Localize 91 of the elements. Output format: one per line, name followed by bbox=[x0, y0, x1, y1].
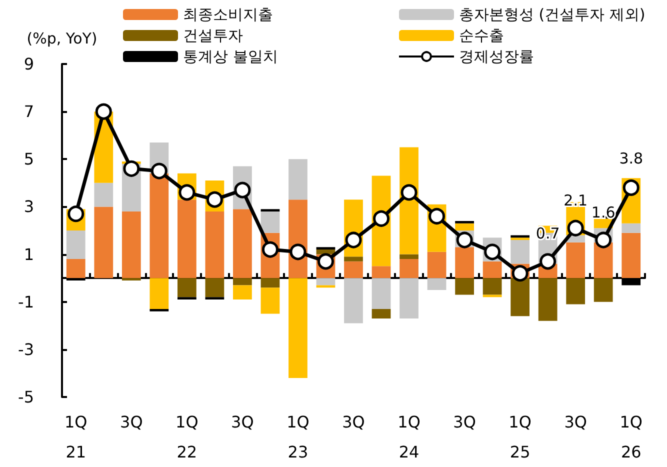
bar bbox=[260, 211, 280, 233]
point bbox=[123, 160, 140, 177]
bar bbox=[566, 278, 586, 304]
bar bbox=[260, 278, 280, 288]
bar bbox=[205, 278, 224, 298]
legend-label: 총자본형성 (건설투자 제외) bbox=[459, 6, 646, 24]
legend-label: 최종소비지출 bbox=[183, 6, 273, 24]
x-tick-label: 3Q bbox=[342, 412, 365, 432]
bar bbox=[94, 206, 114, 278]
point bbox=[400, 184, 418, 201]
data-label: 3.8 bbox=[619, 149, 644, 168]
bar bbox=[510, 240, 530, 264]
point bbox=[345, 232, 362, 248]
bar bbox=[400, 278, 418, 319]
point bbox=[622, 179, 640, 196]
bar bbox=[538, 278, 558, 321]
y-tick-label: 5 bbox=[24, 150, 34, 169]
bar bbox=[455, 223, 474, 230]
bar bbox=[177, 200, 196, 278]
bar bbox=[594, 242, 613, 278]
bar bbox=[344, 261, 363, 278]
bar bbox=[233, 285, 252, 300]
y-tick-label: 3 bbox=[24, 197, 34, 216]
bar bbox=[455, 278, 474, 295]
bar bbox=[372, 266, 391, 278]
bar bbox=[400, 254, 418, 260]
legend-label: 순수출 bbox=[459, 26, 504, 44]
y-tick-label: 7 bbox=[24, 102, 34, 122]
bar bbox=[205, 211, 224, 278]
bar bbox=[288, 159, 308, 200]
bar bbox=[594, 278, 613, 302]
bar bbox=[622, 223, 641, 233]
bar bbox=[344, 256, 363, 262]
legend-label: 건설투자 bbox=[183, 26, 243, 44]
bar bbox=[344, 278, 363, 324]
bar bbox=[510, 278, 530, 316]
bar bbox=[150, 278, 169, 309]
bar bbox=[150, 308, 169, 312]
x-tick-label: 1Q 26 bbox=[620, 412, 643, 462]
bar bbox=[94, 182, 114, 207]
point bbox=[95, 103, 112, 120]
bar bbox=[372, 278, 391, 309]
bar bbox=[66, 230, 86, 260]
bar bbox=[177, 278, 196, 298]
point bbox=[150, 162, 168, 180]
bar bbox=[316, 278, 336, 286]
bar bbox=[622, 232, 641, 278]
bar bbox=[455, 220, 474, 224]
bar bbox=[233, 209, 252, 278]
bar bbox=[566, 242, 586, 278]
x-tick-label: 1Q 25 bbox=[508, 412, 532, 462]
bar bbox=[372, 308, 391, 319]
bar bbox=[482, 294, 502, 298]
y-tick-label: -3 bbox=[18, 340, 34, 359]
y-tick-label: -5 bbox=[18, 388, 34, 406]
bar bbox=[316, 247, 336, 250]
x-tick-label: 1Q 24 bbox=[398, 412, 420, 462]
point bbox=[373, 210, 390, 227]
point bbox=[567, 220, 584, 236]
x-tick-label: 3Q bbox=[453, 412, 476, 432]
bar bbox=[260, 288, 280, 314]
bar bbox=[400, 259, 418, 278]
bar bbox=[427, 252, 446, 278]
y-axis-title: (%p, YoY) bbox=[26, 30, 98, 48]
point bbox=[540, 253, 556, 270]
bar bbox=[66, 259, 86, 278]
bar bbox=[122, 211, 141, 278]
bar bbox=[482, 278, 502, 295]
x-tick-label: 3Q bbox=[120, 412, 143, 432]
bar bbox=[455, 247, 474, 278]
point bbox=[428, 208, 446, 224]
bar bbox=[150, 173, 169, 278]
legend-label: 통계상 불일치 bbox=[183, 48, 278, 66]
x-tick-label: 1Q 21 bbox=[64, 412, 88, 462]
y-tick-label: 9 bbox=[24, 54, 34, 74]
point bbox=[512, 265, 528, 282]
point bbox=[595, 232, 612, 248]
bar bbox=[510, 238, 530, 240]
y-tick-label: -1 bbox=[18, 292, 34, 312]
point bbox=[290, 244, 306, 260]
y-tick-label: 1 bbox=[24, 244, 34, 264]
x-tick-label: 1Q 23 bbox=[286, 412, 310, 462]
bar bbox=[288, 278, 308, 378]
bar bbox=[316, 285, 336, 288]
bar bbox=[427, 278, 446, 290]
legend-label: 경제성장률 bbox=[459, 48, 534, 66]
bar bbox=[233, 278, 252, 286]
x-tick-label: 3Q bbox=[564, 412, 587, 432]
bar bbox=[482, 261, 502, 278]
x-tick-label: 1Q 22 bbox=[176, 412, 198, 462]
x-tick-label: 3Q bbox=[231, 412, 254, 432]
